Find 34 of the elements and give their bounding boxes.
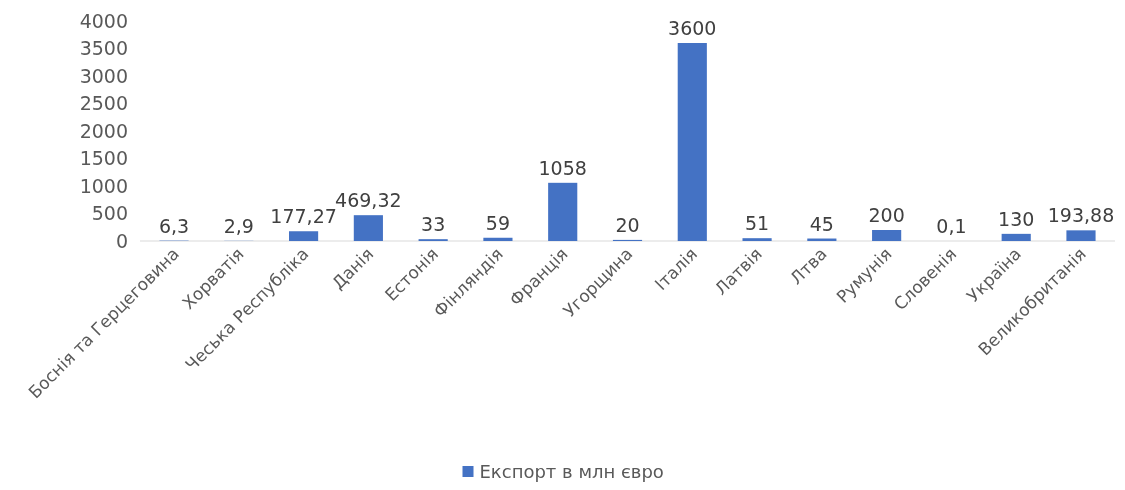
y-tick-label: 1000 xyxy=(79,174,128,197)
legend-label: Експорт в млн євро xyxy=(479,461,664,483)
bar xyxy=(677,43,707,241)
data-label: 177,27 xyxy=(270,205,337,228)
y-tick-label: 2500 xyxy=(79,92,128,115)
data-label: 469,32 xyxy=(335,189,402,212)
bar xyxy=(872,230,902,241)
data-label: 20 xyxy=(615,213,640,236)
data-label: 0,1 xyxy=(936,214,967,237)
bar xyxy=(742,238,772,241)
data-label: 130 xyxy=(998,207,1035,230)
bar xyxy=(289,231,319,241)
y-tick-label: 3500 xyxy=(79,37,128,60)
y-tick-label: 1500 xyxy=(79,147,128,170)
bar xyxy=(1001,233,1031,241)
y-tick-label: 2000 xyxy=(79,119,128,142)
data-label: 6,3 xyxy=(158,214,190,237)
data-label: 59 xyxy=(485,211,511,234)
data-label: 193,88 xyxy=(1047,204,1115,227)
y-tick-label: 3000 xyxy=(79,64,128,87)
data-label: 200 xyxy=(868,204,905,226)
y-tick-label: 0 xyxy=(115,229,128,252)
data-label: 51 xyxy=(744,212,770,235)
y-tick-label: 500 xyxy=(91,202,128,225)
data-label: 2,9 xyxy=(223,214,254,237)
data-label: 3600 xyxy=(668,17,717,39)
bar xyxy=(483,237,513,241)
bar xyxy=(353,215,383,241)
y-tick-label: 4000 xyxy=(79,9,128,32)
data-label: 33 xyxy=(421,213,446,236)
data-label: 45 xyxy=(809,212,834,235)
bar xyxy=(1066,230,1096,241)
bar xyxy=(548,182,578,241)
data-label: 1058 xyxy=(538,156,587,179)
